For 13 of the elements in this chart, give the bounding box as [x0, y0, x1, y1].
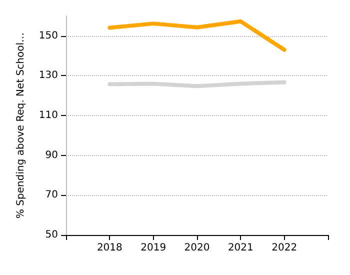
x-tick-label: 2018 [96, 242, 122, 254]
y-tick-label: 50 [45, 230, 58, 240]
x-tick-label: 2021 [228, 242, 254, 254]
y-tick-label: 90 [45, 150, 58, 161]
y-tick-label: 110 [38, 110, 58, 122]
x-tick-label: 2020 [184, 242, 210, 254]
x-tick-label: 2019 [140, 242, 166, 254]
y-axis-title: % Spending above Req. Net School… [16, 32, 26, 218]
y-tick-label: 150 [38, 30, 58, 42]
y-tick-label: 130 [38, 70, 58, 82]
line-series [108, 19, 286, 52]
x-tick-label: 2022 [272, 242, 298, 254]
y-tick-label: 70 [45, 190, 58, 201]
